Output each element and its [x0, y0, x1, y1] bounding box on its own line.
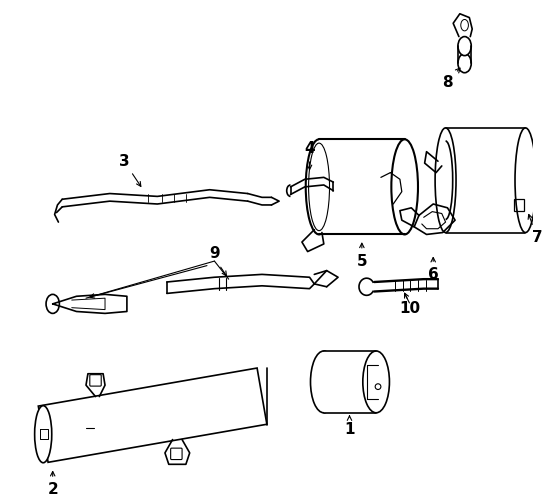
Text: 10: 10 — [399, 301, 420, 316]
Ellipse shape — [392, 139, 418, 235]
Text: 4: 4 — [304, 142, 315, 170]
Polygon shape — [324, 351, 376, 413]
Ellipse shape — [435, 128, 456, 233]
Text: 9: 9 — [209, 246, 220, 261]
Text: 2: 2 — [47, 472, 58, 495]
Ellipse shape — [363, 351, 389, 413]
Ellipse shape — [306, 139, 332, 235]
Text: 6: 6 — [428, 257, 438, 282]
Ellipse shape — [515, 128, 536, 233]
Text: 8: 8 — [442, 68, 460, 90]
Text: 3: 3 — [119, 153, 141, 187]
Ellipse shape — [458, 37, 471, 55]
Polygon shape — [319, 139, 405, 235]
Ellipse shape — [46, 295, 59, 313]
Ellipse shape — [311, 351, 337, 413]
Polygon shape — [39, 368, 267, 462]
Text: 7: 7 — [528, 214, 542, 245]
Text: 1: 1 — [344, 416, 355, 438]
Ellipse shape — [35, 406, 52, 463]
Ellipse shape — [458, 53, 471, 73]
Polygon shape — [446, 128, 525, 233]
Text: 5: 5 — [356, 243, 367, 269]
